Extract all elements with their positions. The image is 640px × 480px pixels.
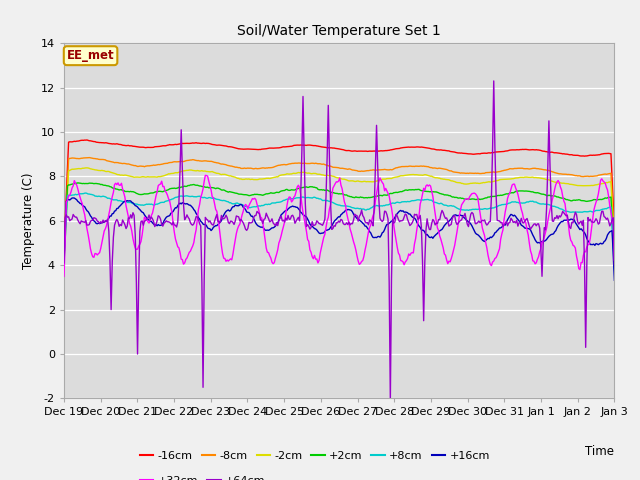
Text: Time: Time [586,444,614,457]
Legend: +32cm, +64cm: +32cm, +64cm [136,471,270,480]
Y-axis label: Temperature (C): Temperature (C) [22,172,35,269]
Title: Soil/Water Temperature Set 1: Soil/Water Temperature Set 1 [237,24,441,38]
Text: EE_met: EE_met [67,49,115,62]
